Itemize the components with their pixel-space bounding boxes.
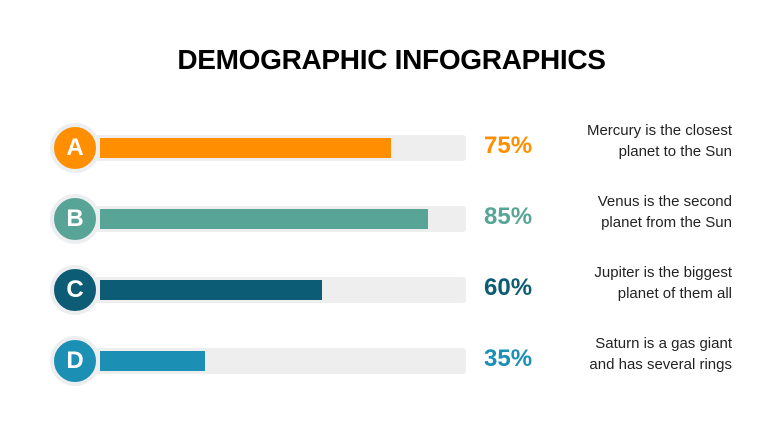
letter-badge: D: [50, 336, 100, 386]
bar-fill: [100, 138, 391, 158]
description: Saturn is a gas giant and has several rin…: [532, 333, 732, 375]
description-line: Mercury is the closest: [586, 122, 732, 139]
bar-row: A 75% Mercury is the closest planet to th…: [0, 120, 783, 176]
percent-label: 60%: [484, 274, 533, 301]
description: Jupiter is the biggest planet of them all: [532, 262, 732, 304]
description-line: planet to the Sun: [618, 143, 732, 160]
bar-row: C 60% Jupiter is the biggest planet of th…: [0, 262, 783, 318]
percent-label: 75%: [484, 132, 533, 159]
bar-row: B 85% Venus is the second planet from the…: [0, 191, 783, 247]
percent-label: 35%: [484, 345, 533, 372]
description-line: Saturn is a gas giant: [595, 335, 732, 352]
description: Mercury is the closest planet to the Sun: [532, 120, 732, 162]
page-title: DEMOGRAPHIC INFOGRAPHICS: [177, 44, 606, 75]
description-line: planet of them all: [617, 285, 732, 302]
description-line: and has several rings: [589, 356, 732, 373]
letter-badge: B: [50, 194, 100, 244]
letter-badge: C: [50, 265, 100, 315]
description-line: Venus is the second: [597, 193, 732, 210]
bar-fill: [100, 351, 205, 371]
bar-row: D 35% Saturn is a gas giant and has sever…: [0, 333, 783, 389]
description-line: Jupiter is the biggest: [594, 264, 732, 281]
description-line: planet from the Sun: [601, 214, 732, 231]
bar-fill: [100, 209, 428, 229]
percent-label: 85%: [484, 203, 533, 230]
bar-fill: [100, 280, 322, 300]
letter-badge: A: [50, 123, 100, 173]
description: Venus is the second planet from the Sun: [532, 191, 732, 233]
